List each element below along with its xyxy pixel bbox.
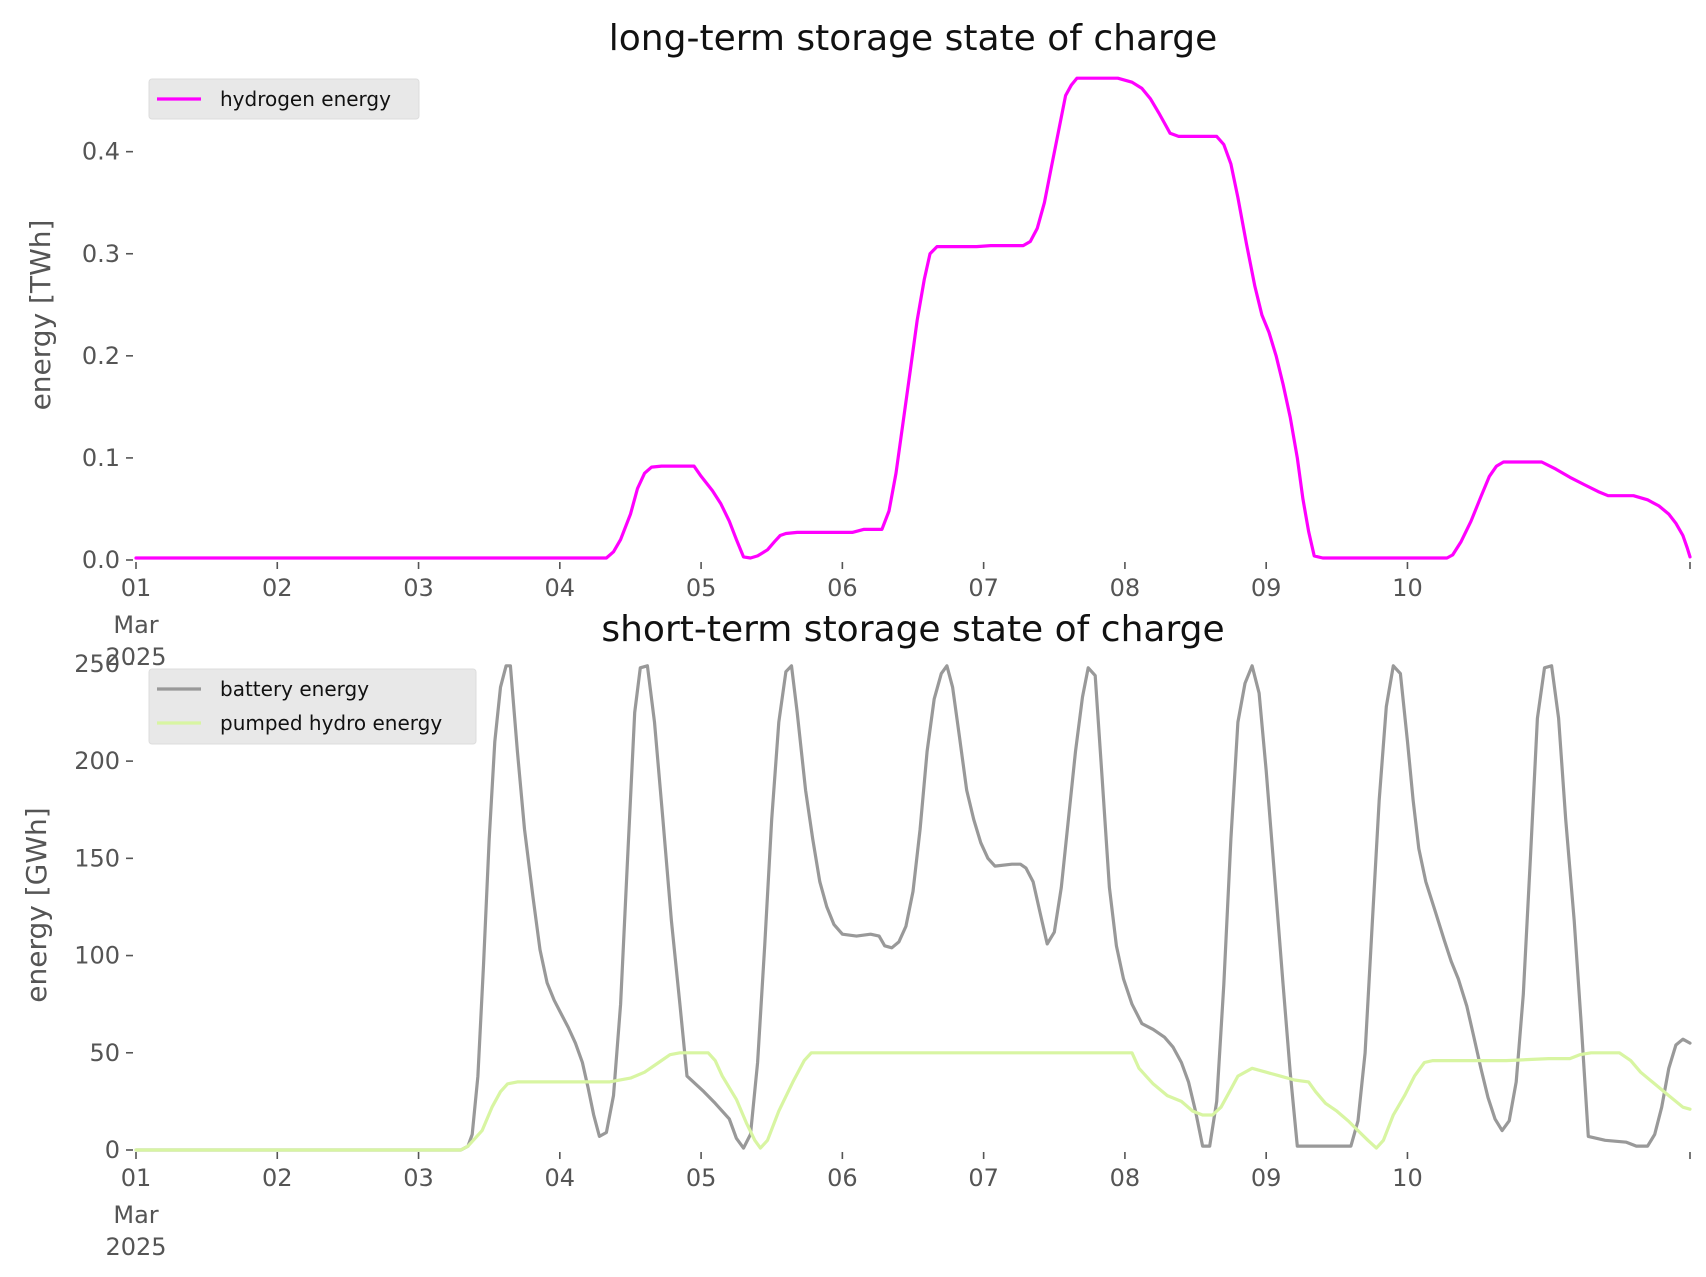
long-term-storage-panel: long-term storage state of charge energy … <box>24 18 1692 671</box>
y-tick-label: 0 <box>105 1136 120 1164</box>
x-tick-label: 07 <box>968 1164 999 1192</box>
y-tick-label: 0.2 <box>82 342 120 370</box>
x-tick-label: 01 <box>121 574 152 602</box>
y-tick-label: 100 <box>74 942 120 970</box>
series-line-hydrogen-energy <box>134 76 1692 560</box>
x-tick-label: 05 <box>686 1164 717 1192</box>
y-tick-label: 0.3 <box>82 240 120 268</box>
x-tick-label: 03 <box>403 574 434 602</box>
x-tick-label: 05 <box>686 574 717 602</box>
y-tick-label: 0.4 <box>82 138 120 166</box>
x-tick-label: 09 <box>1251 574 1282 602</box>
legend-label: hydrogen energy <box>220 87 391 111</box>
y-tick-label: 0.0 <box>82 546 120 574</box>
y-tick-label: 200 <box>74 747 120 775</box>
x-tick-label: 04 <box>545 1164 576 1192</box>
x-tick-label: 06 <box>827 1164 858 1192</box>
x-tick-label: 10 <box>1392 1164 1423 1192</box>
x-tick-label: 10 <box>1392 574 1423 602</box>
legend: battery energy pumped hydro energy <box>148 668 477 745</box>
x-tick-label: 02 <box>262 1164 293 1192</box>
x-tick-sublabel: Mar <box>113 1201 158 1229</box>
x-tick-label: 08 <box>1110 574 1141 602</box>
x-tick-label: 04 <box>545 574 576 602</box>
y-axis-label: energy [GWh] <box>20 807 53 1002</box>
x-tick-label: 02 <box>262 574 293 602</box>
x-tick-label: 03 <box>403 1164 434 1192</box>
x-tick-label: 08 <box>1110 1164 1141 1192</box>
x-tick-label: 01 <box>121 1164 152 1192</box>
x-tick-sublabel: 2025 <box>105 643 166 671</box>
x-tick-sublabel: Mar <box>113 611 158 639</box>
y-tick-label: 0.1 <box>82 444 120 472</box>
legend-box <box>148 78 420 120</box>
y-tick-label: 150 <box>74 844 120 872</box>
x-tick-sublabel: 2025 <box>105 1233 166 1261</box>
legend: hydrogen energy <box>148 78 420 120</box>
legend-label: pumped hydro energy <box>220 711 442 735</box>
x-tick-label: 06 <box>827 574 858 602</box>
x-tick-label: 07 <box>968 574 999 602</box>
series-line-battery-energy <box>134 664 1692 1152</box>
chart-title: short-term storage state of charge <box>601 609 1224 650</box>
y-axis-label: energy [TWh] <box>24 220 57 411</box>
short-term-storage-panel: short-term storage state of charge energy… <box>20 609 1692 1261</box>
y-tick-label: 250 <box>74 650 120 678</box>
legend-label: battery energy <box>220 677 369 701</box>
chart-title: long-term storage state of charge <box>609 18 1217 59</box>
y-tick-label: 50 <box>89 1039 120 1067</box>
x-tick-label: 09 <box>1251 1164 1282 1192</box>
legend-box <box>148 668 477 745</box>
series-line-pumped-hydro-energy <box>134 1051 1692 1152</box>
